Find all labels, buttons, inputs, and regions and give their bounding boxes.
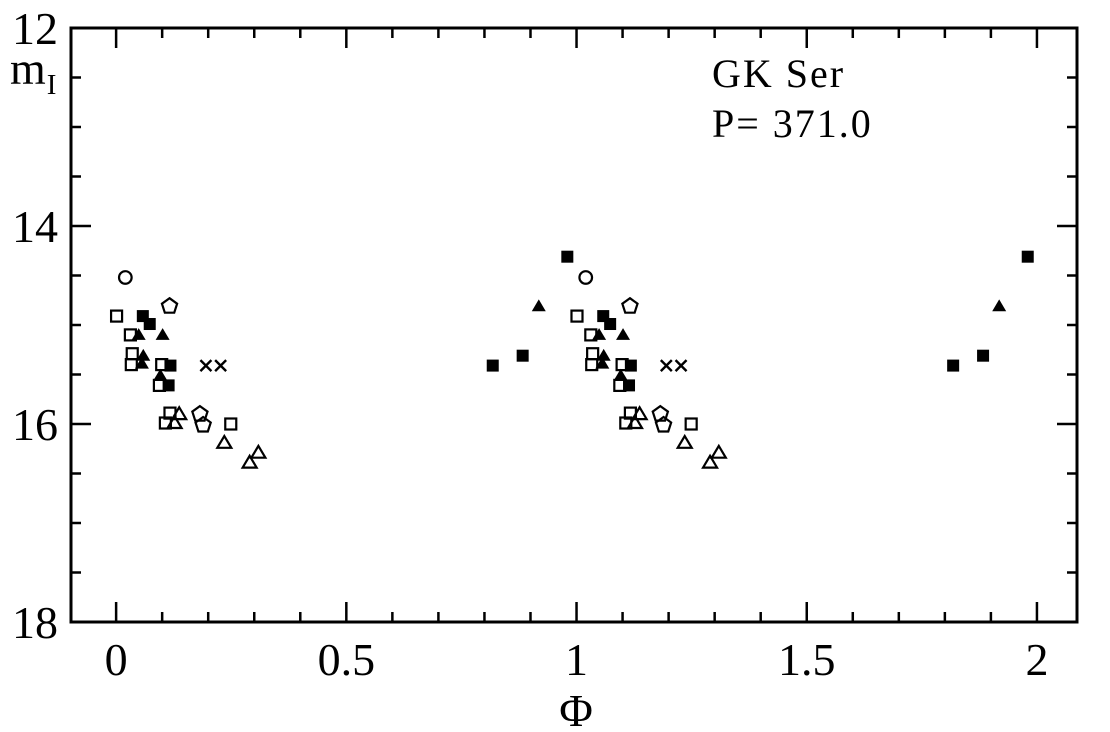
data-point-circle-open — [578, 270, 594, 285]
data-point-square-filled — [561, 250, 574, 263]
data-point-x-cross — [674, 359, 688, 372]
data-point-triangle-filled — [616, 328, 631, 340]
data-point-pentagon-open — [621, 296, 639, 314]
data-point-triangle-open — [630, 405, 649, 421]
plot-frame — [69, 26, 1079, 624]
data-point-triangle-open — [675, 433, 694, 449]
data-point-square-filled — [486, 359, 499, 372]
data-point-triangle-open — [701, 453, 719, 469]
data-point-triangle-open — [249, 443, 268, 459]
data-point-square-filled — [162, 379, 175, 392]
data-point-triangle-filled — [595, 356, 610, 369]
data-point-triangle-filled — [134, 356, 149, 369]
data-point-square-open — [224, 417, 238, 431]
period-label: P= 371.0 — [712, 101, 873, 146]
x-tick-label: 1 — [565, 634, 588, 685]
data-point-square-open — [109, 309, 124, 323]
y-axis-label-main: m — [10, 43, 46, 94]
y-axis-label-subscript: I — [46, 69, 57, 101]
data-point-x-cross — [199, 359, 213, 372]
data-point-triangle-open — [626, 414, 644, 430]
y-tick-label: 18 — [12, 597, 58, 648]
data-point-triangle-filled — [992, 299, 1007, 312]
y-axis-label: mI — [10, 46, 56, 100]
y-tick-label: 16 — [12, 399, 58, 450]
data-point-square-filled — [624, 359, 637, 372]
data-point-pentagon-open — [654, 415, 673, 433]
data-point-square-open — [125, 347, 139, 361]
data-point-triangle-filled — [155, 328, 170, 340]
data-point-square-open — [684, 417, 698, 431]
data-point-triangle-filled — [592, 328, 607, 340]
data-point-square-filled — [1021, 250, 1034, 263]
data-point-triangle-filled — [531, 299, 546, 312]
y-tick-label: 12 — [12, 3, 58, 54]
x-tick-label: 1.5 — [778, 634, 836, 685]
data-point-triangle-filled — [613, 368, 628, 381]
data-point-triangle-filled — [131, 328, 146, 340]
data-point-circle-open — [117, 270, 133, 285]
data-point-triangle-open — [240, 453, 259, 469]
data-point-square-open — [570, 309, 584, 323]
data-point-square-open — [585, 358, 599, 372]
data-point-x-cross — [659, 359, 673, 372]
data-point-square-open — [586, 347, 600, 361]
data-point-square-filled — [143, 318, 156, 331]
data-point-triangle-filled — [153, 368, 168, 381]
data-point-square-open — [124, 358, 138, 372]
x-tick-label: 0.5 — [318, 634, 376, 685]
data-point-square-filled — [164, 359, 177, 372]
data-point-pentagon-open — [194, 415, 213, 433]
data-point-square-filled — [623, 379, 636, 392]
data-point-square-filled — [947, 359, 960, 372]
data-point-square-filled — [604, 318, 617, 331]
data-point-triangle-filled — [136, 348, 151, 361]
data-point-triangle-filled — [596, 348, 611, 361]
data-point-triangle-open — [215, 433, 234, 449]
data-point-triangle-open — [709, 443, 728, 459]
object-name-label: GK Ser — [712, 51, 846, 96]
y-tick-label: 14 — [12, 201, 58, 252]
data-point-triangle-open — [170, 405, 189, 421]
data-point-triangle-open — [165, 414, 184, 430]
data-point-square-filled — [516, 349, 529, 362]
data-point-square-filled — [977, 349, 990, 362]
x-tick-label: 0 — [105, 634, 128, 685]
data-point-x-cross — [214, 359, 227, 372]
x-axis-label: Φ — [559, 685, 593, 732]
data-point-pentagon-open — [160, 296, 179, 314]
x-tick-label: 2 — [1025, 634, 1048, 685]
